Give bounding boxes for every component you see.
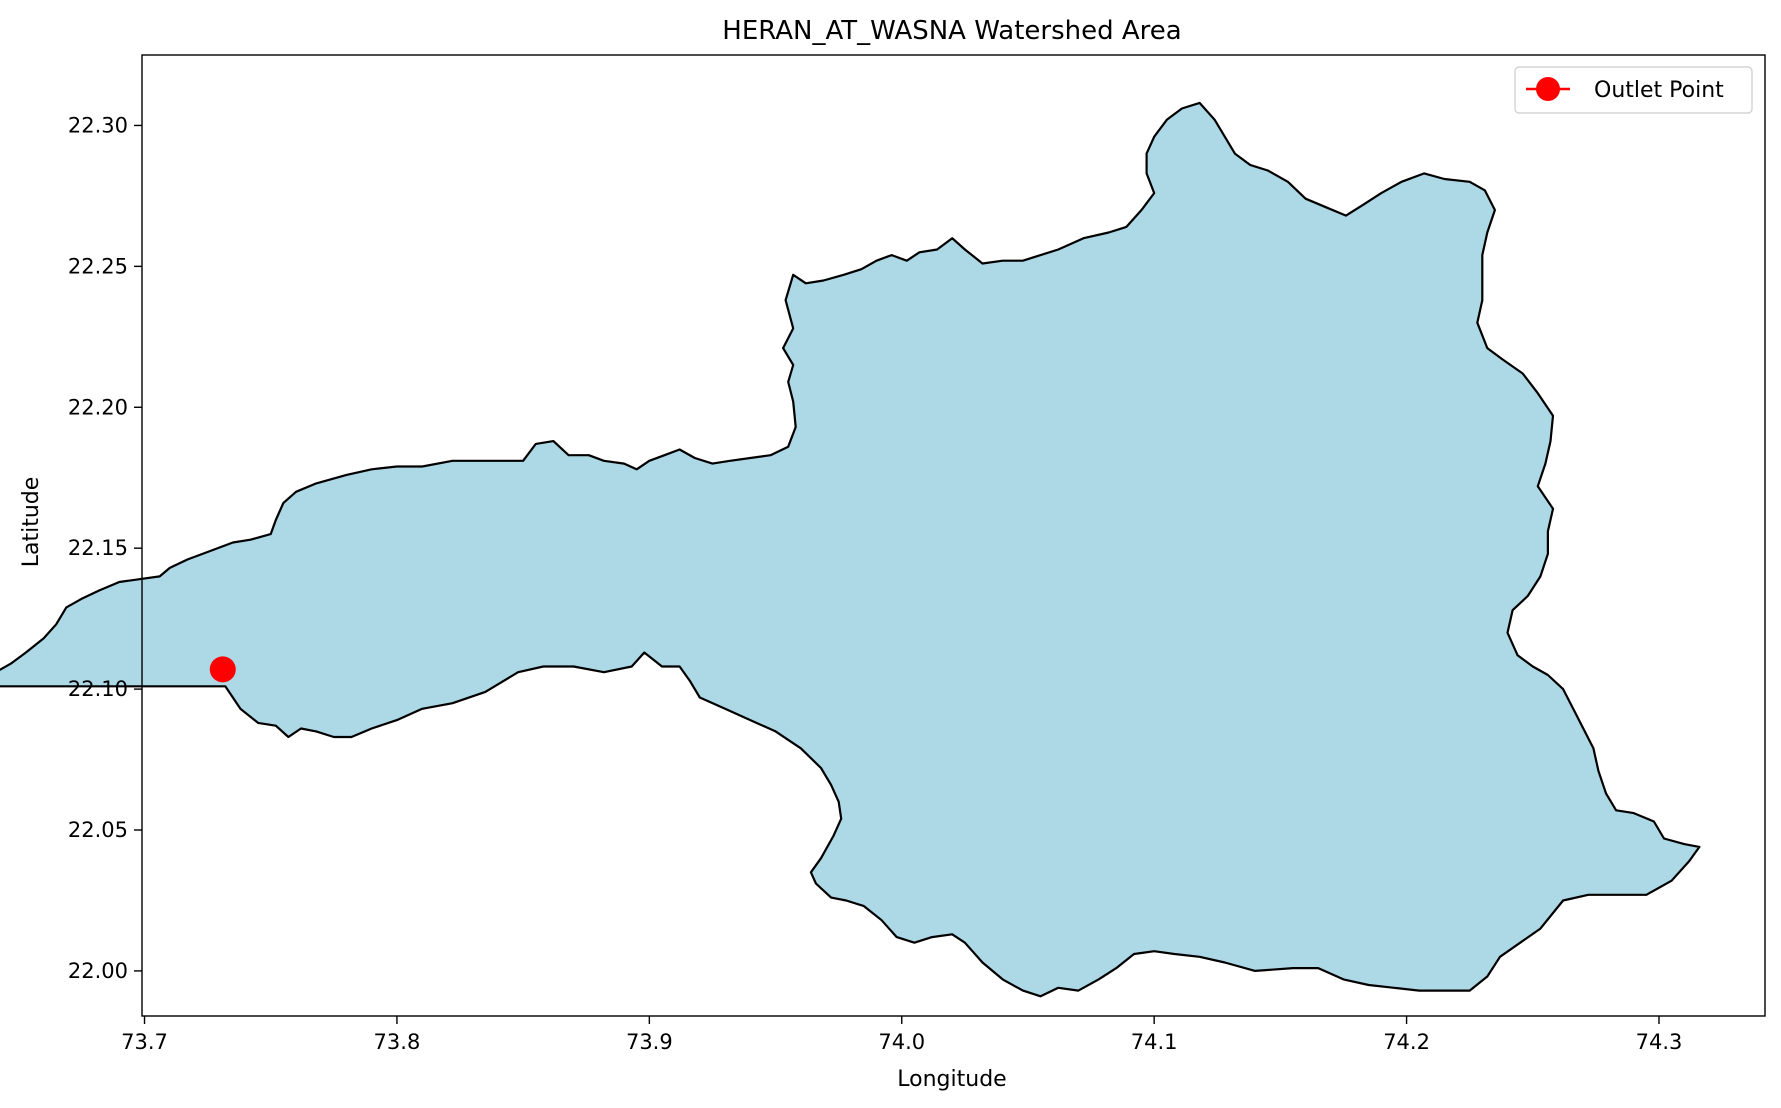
legend: Outlet Point — [1514, 66, 1753, 114]
outlet-point-marker — [209, 656, 236, 683]
x-tick-label: 74.0 — [878, 1030, 925, 1054]
y-tick-label: 22.10 — [68, 677, 128, 701]
watershed-polygon — [0, 101, 1701, 998]
axes-frame — [141, 54, 1766, 1017]
x-axis-ticks: 73.7 73.8 73.9 74.0 74.1 74.2 74.3 — [121, 1016, 1682, 1054]
chart-title: HERAN_AT_WASNA Watershed Area — [722, 16, 1181, 46]
y-tick-label: 22.20 — [68, 395, 128, 419]
legend-box — [1514, 66, 1753, 114]
y-axis-ticks: 22.00 22.05 22.10 22.15 22.20 22.25 22.30 — [68, 113, 142, 983]
legend-label-outlet: Outlet Point — [1594, 78, 1724, 103]
legend-marker-outlet — [1536, 77, 1560, 101]
x-axis-label: Longitude — [897, 1067, 1006, 1092]
y-tick-label: 22.15 — [68, 536, 128, 560]
y-tick-label: 22.05 — [68, 818, 128, 842]
x-tick-label: 74.3 — [1636, 1030, 1683, 1054]
y-tick-label: 22.25 — [68, 254, 128, 278]
x-tick-label: 73.7 — [121, 1030, 168, 1054]
x-tick-label: 74.2 — [1383, 1030, 1430, 1054]
y-axis-label: Latitude — [19, 477, 44, 568]
x-tick-label: 73.9 — [626, 1030, 673, 1054]
plot-area — [0, 54, 1766, 1017]
x-tick-label: 74.1 — [1131, 1030, 1178, 1054]
y-tick-label: 22.00 — [68, 959, 128, 983]
x-tick-label: 73.8 — [374, 1030, 421, 1054]
y-tick-label: 22.30 — [68, 113, 128, 137]
